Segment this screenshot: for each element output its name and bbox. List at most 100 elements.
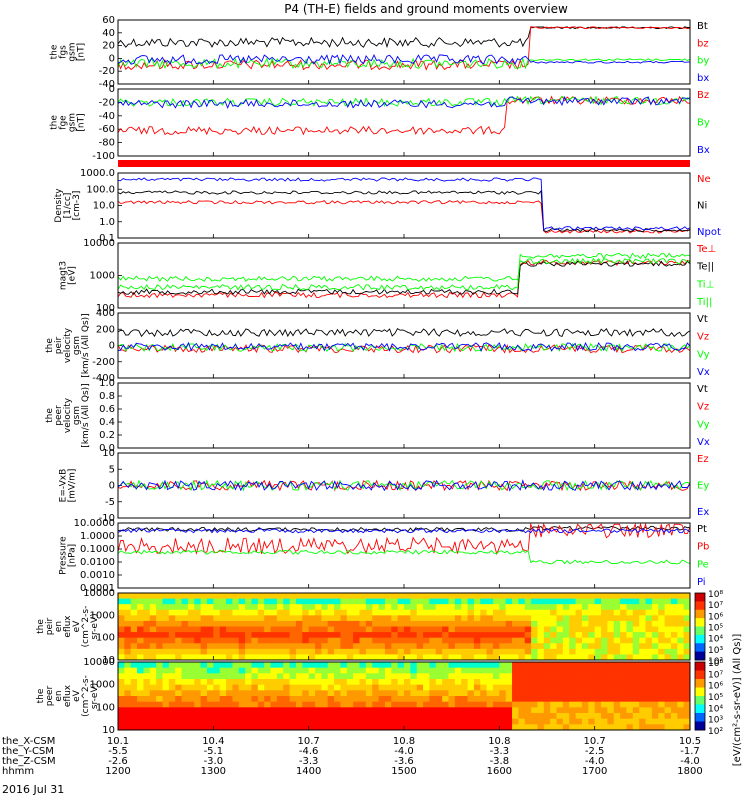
heatmap-cell [143,643,151,650]
heatmap-cell [315,713,322,720]
heatmap-cell [435,626,443,633]
heatmap-cell [276,598,284,605]
heatmap-cell [206,648,214,655]
heatmap-cell [257,598,265,605]
heatmap-cell [404,684,411,691]
heatmap-cell [594,604,602,611]
ylabel-text: the [36,619,46,634]
ylabel-text: the [45,338,55,353]
heatmap-cell [467,690,475,697]
series-temp-Ti⊥ [117,252,691,291]
heatmap-cell [632,643,640,650]
heatmap-cell [245,679,252,686]
heatmap-cell [391,684,399,691]
heatmap-cell [257,615,265,622]
heatmap-cell [175,632,183,639]
heatmap-cell [575,632,583,639]
heatmap-cell [467,598,475,605]
heatmap-cell [162,632,170,639]
heatmap-cell [435,667,443,674]
heatmap-cell [245,662,252,669]
heatmap-cell [391,667,399,674]
heatmap-cell [492,696,500,703]
ylabel-efield: E=-VxB [mV/m] [59,469,78,503]
heatmap-cell [372,626,380,633]
heatmap-cell [537,713,545,720]
heatmap-cell [251,679,259,686]
panel-peir_eflux: the peir en eflux eV (cm^2-s-sr-eV)1000010001… [36,588,691,666]
heatmap-cell [601,598,608,605]
heatmap-cell [512,718,519,725]
series-fgs-bx [117,54,691,66]
heatmap-cell [677,662,685,669]
ytick-label: 1.0000 [80,531,115,542]
heatmap-cell [670,713,678,720]
heatmap-cell [581,690,589,697]
heatmap-cell [232,679,240,686]
heatmap-cell [404,667,411,674]
heatmap-cell [486,593,494,600]
heatmap-cell [410,679,418,686]
heatmap-cell [569,707,577,714]
heatmap-cell [569,724,577,731]
heatmap-cell [226,684,233,691]
heatmap-cell [143,667,151,674]
heatmap-cell [588,701,596,708]
heatmap-cell [397,679,405,686]
heatmap-cell [499,701,507,708]
heatmap-cell [156,718,163,725]
heatmap-cell [601,718,608,725]
colorbar-tick: 10⁶ [708,682,723,692]
heatmap-cell [321,643,329,650]
heatmap-cell [302,684,310,691]
heatmap-cell [435,598,443,605]
heatmap-cell [429,718,437,725]
heatmap-cell [232,654,240,661]
heatmap-cell [562,615,570,622]
heatmap-cell [562,648,570,655]
heatmap-cell [270,701,278,708]
heatmap-cell [639,718,647,725]
heatmap-cell [276,604,284,611]
heatmap-cell [315,684,322,691]
ylabel-text: Density [54,188,64,223]
heatmap-cell [295,718,303,725]
heatmap-cell [118,648,125,655]
heatmap-cell [251,632,259,639]
heatmap-cell [308,637,316,644]
heatmap-cell [372,696,380,703]
ylabel-text: eV [72,620,82,633]
heatmap-cell [524,696,532,703]
heatmap-cell [613,690,621,697]
heatmap-cell [124,637,132,644]
heatmap-cell [664,696,672,703]
heatmap-cell [391,679,399,686]
heatmap-cell [353,598,361,605]
heatmap-cell [346,648,354,655]
heatmap-cell [308,673,316,680]
panel-peer_eflux: the peer en eflux eV (cm^2-s-sr-eV)1000010001… [36,657,691,736]
heatmap-cell [651,662,659,669]
heatmap-cell [372,679,380,686]
colorbar-segment [695,713,705,722]
heatmap-cell [378,718,386,725]
heatmap-cell [283,609,291,616]
heatmap-cell [257,701,265,708]
heatmap-cell [219,626,227,633]
heatmap-cell [194,690,202,697]
heatmap-cell [156,679,163,686]
heatmap-cell [620,620,627,627]
heatmap-cell [632,648,640,655]
heatmap-cell [315,615,322,622]
heatmap-cell [289,673,297,680]
heatmap-cell [245,598,252,605]
heatmap-cell [149,615,157,622]
heatmap-cell [283,637,291,644]
heatmap-cell [410,620,418,627]
ytick-label: 10000 [83,657,115,668]
ytick-label: -20 [99,97,115,108]
heatmap-cell [550,684,558,691]
heatmap-cell [378,654,386,661]
heatmap-cell [556,718,564,725]
